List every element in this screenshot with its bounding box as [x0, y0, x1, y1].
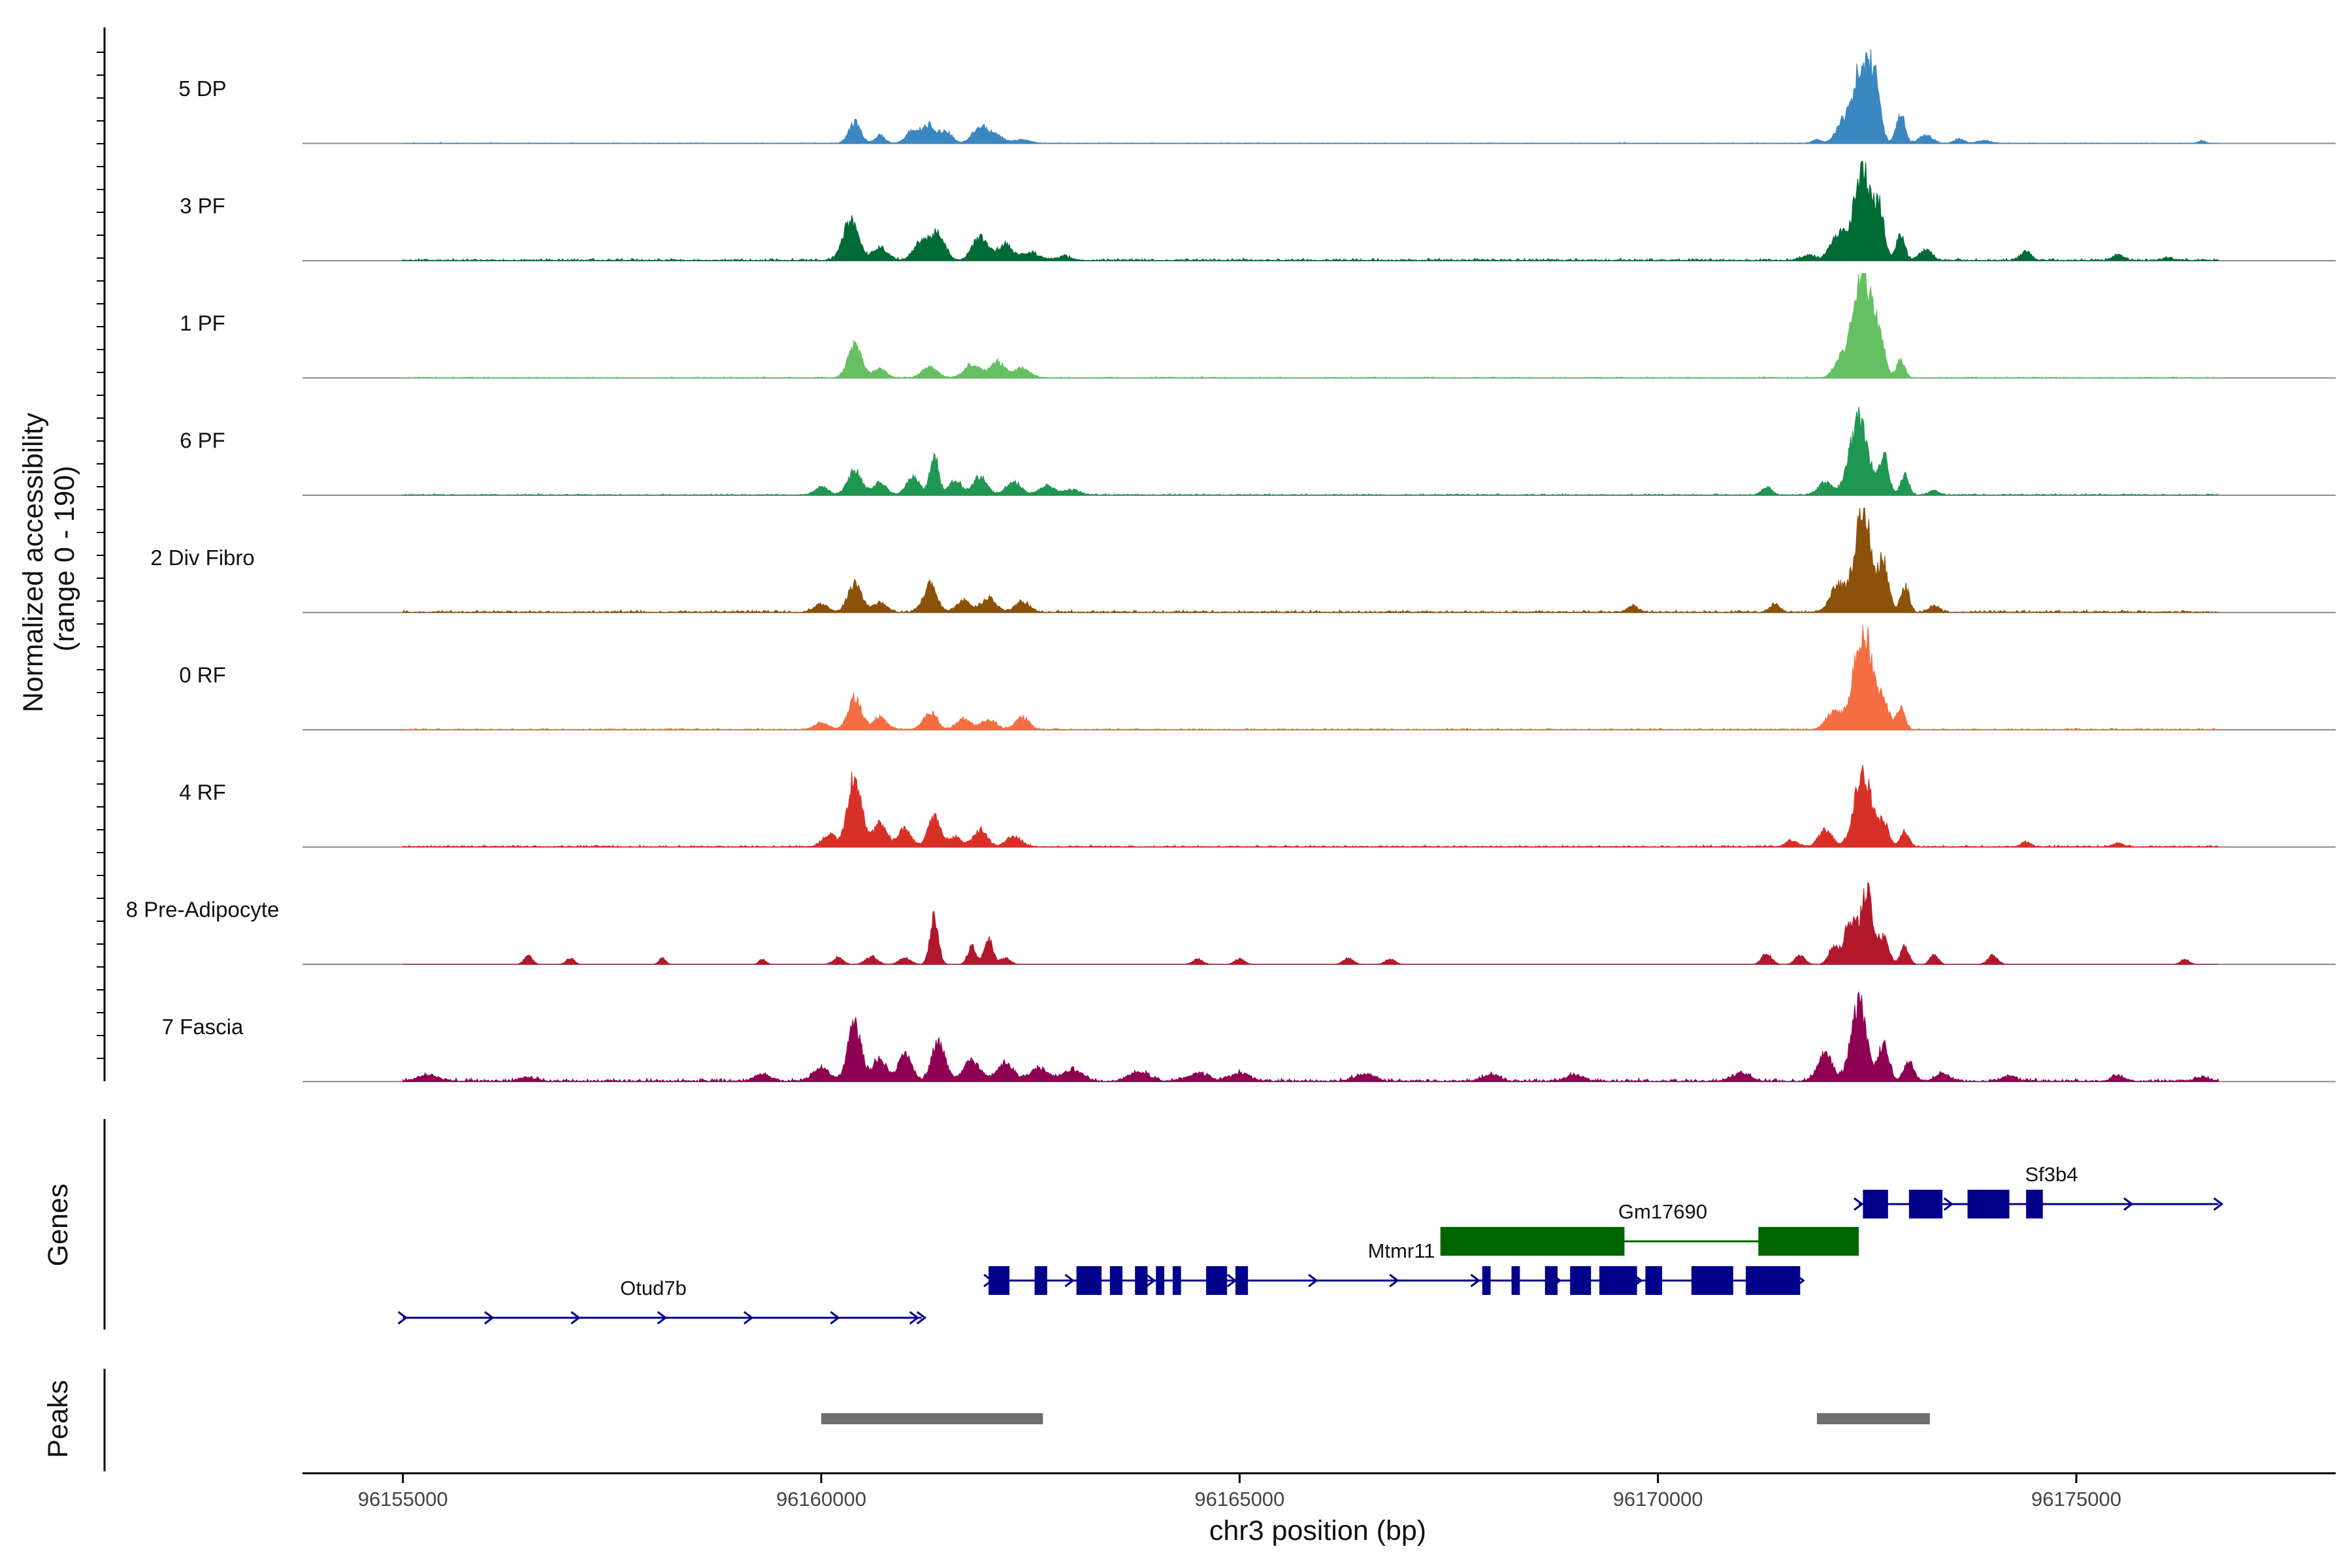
coverage-tracks: 5 DP 3 PF 1 PF 6 PF 2 Div Fibro 0 RF 4 RF 8 Pre…	[97, 27, 2336, 1083]
gene-exon	[1863, 1190, 1888, 1218]
x-tick-label: 96165000	[1194, 1488, 1284, 1511]
gene-exon	[1034, 1266, 1047, 1295]
gene-exon	[1440, 1227, 1625, 1256]
track-signal-area	[402, 991, 2219, 1083]
strand-arrow	[1854, 1197, 1864, 1211]
track-label: 1 PF	[180, 311, 225, 335]
peaks-track	[103, 1369, 1930, 1471]
track-signal-area	[402, 273, 2219, 379]
gene-exon	[1599, 1266, 1637, 1295]
gene-exon	[1746, 1266, 1801, 1295]
gene-exon	[1156, 1266, 1165, 1295]
gene-exon	[988, 1266, 1010, 1295]
track-signal-area	[402, 406, 2219, 496]
strand-arrow	[743, 1311, 754, 1325]
y-axis-title: Normalized accessibility (range 0 - 190)	[18, 405, 80, 713]
strand-arrow	[2213, 1197, 2224, 1211]
peak-region	[1816, 1413, 1930, 1424]
gene-exon	[1758, 1227, 1859, 1256]
track-label: 5 DP	[178, 76, 226, 101]
gene-annotation-track: Sf3b4 Gm17690 Mtmr11 Otud7b	[103, 1119, 2224, 1330]
x-tick-label: 96170000	[1613, 1488, 1703, 1511]
gene-exon	[1967, 1190, 2010, 1218]
track-label: 7 Fascia	[162, 1015, 244, 1039]
strand-arrow	[830, 1311, 840, 1325]
gene-exon	[1691, 1266, 1733, 1295]
track-6-pf: 6 PF	[180, 406, 2336, 496]
x-axis-title: chr3 position (bp)	[1209, 1515, 1426, 1546]
gene-label: Gm17690	[1618, 1200, 1707, 1223]
gene-label: Mtmr11	[1368, 1239, 1435, 1262]
strand-arrow	[916, 1311, 927, 1325]
gene-exon	[1544, 1266, 1558, 1295]
peaks-axis-title: Peaks	[42, 1380, 74, 1458]
gene-exon	[1109, 1266, 1123, 1295]
gene-exon	[1482, 1266, 1491, 1295]
strand-arrow	[657, 1311, 668, 1325]
strand-arrow	[484, 1311, 495, 1325]
gene-exon	[1570, 1266, 1592, 1295]
gene-exon	[1206, 1266, 1228, 1295]
x-axis: 96155000 96160000 96165000 96170000 96175000	[302, 1472, 2336, 1511]
strand-arrow	[1145, 1273, 1156, 1288]
track-label: 4 RF	[179, 780, 226, 804]
strand-arrow	[1389, 1273, 1399, 1288]
track-8-pre-adipocyte: 8 Pre-Adipocyte	[126, 882, 2336, 965]
genes-axis-title: Genes	[42, 1184, 74, 1267]
strand-arrow	[1943, 1197, 1954, 1211]
track-4-rf: 4 RF	[179, 764, 2336, 848]
track-signal-area	[402, 764, 2219, 848]
y-axis-title-line2: (range 0 - 190)	[49, 466, 80, 651]
x-tick-label: 96175000	[2031, 1488, 2121, 1511]
track-5-dp: 5 DP	[178, 49, 2336, 144]
strand-arrow	[1064, 1273, 1075, 1288]
track-3-pf: 3 PF	[180, 161, 2336, 261]
gene-exon	[1645, 1266, 1663, 1295]
strand-arrow	[1308, 1273, 1318, 1288]
gene-gm17690: Gm17690	[1440, 1200, 1859, 1256]
track-signal-area	[402, 508, 2219, 613]
peak-region	[821, 1413, 1043, 1424]
gene-exon	[1135, 1266, 1148, 1295]
gene-exon	[2026, 1190, 2043, 1218]
gene-label: Sf3b4	[2025, 1163, 2078, 1186]
x-tick-label: 96160000	[776, 1488, 866, 1511]
track-label: 8 Pre-Adipocyte	[126, 898, 280, 922]
gene-exon	[1076, 1266, 1102, 1295]
strand-arrow	[2123, 1197, 2134, 1211]
gene-exon	[1511, 1266, 1520, 1295]
gene-mtmr11: Mtmr11	[983, 1239, 1805, 1295]
y-axis-title-line1: Normalized accessibility	[18, 412, 49, 712]
strand-arrow	[1226, 1273, 1237, 1288]
gene-label: Otud7b	[620, 1277, 687, 1299]
strand-arrow	[397, 1311, 408, 1325]
gene-exon	[1235, 1266, 1249, 1295]
track-signal-area	[402, 49, 2219, 144]
track-label: 6 PF	[180, 429, 225, 453]
track-label: 2 Div Fibro	[150, 546, 255, 570]
track-signal-area	[402, 161, 2219, 261]
gene-sf3b4: Sf3b4	[1854, 1163, 2224, 1218]
gene-exon	[1908, 1190, 1943, 1218]
x-tick-label: 96155000	[358, 1488, 448, 1511]
track-7-fascia: 7 Fascia	[162, 991, 2336, 1083]
track-0-rf: 0 RF	[179, 625, 2336, 730]
gene-otud7b: Otud7b	[397, 1277, 927, 1325]
track-2-div-fibro: 2 Div Fibro	[150, 508, 2336, 613]
track-label: 0 RF	[179, 663, 226, 687]
track-signal-area	[402, 625, 2220, 730]
track-1-pf: 1 PF	[180, 273, 2336, 379]
strand-arrow	[1470, 1273, 1480, 1288]
strand-arrow	[570, 1311, 581, 1325]
track-signal-area	[402, 882, 2219, 965]
gene-exon	[1172, 1266, 1181, 1295]
strand-arrow	[909, 1311, 920, 1325]
track-label: 3 PF	[180, 194, 225, 218]
